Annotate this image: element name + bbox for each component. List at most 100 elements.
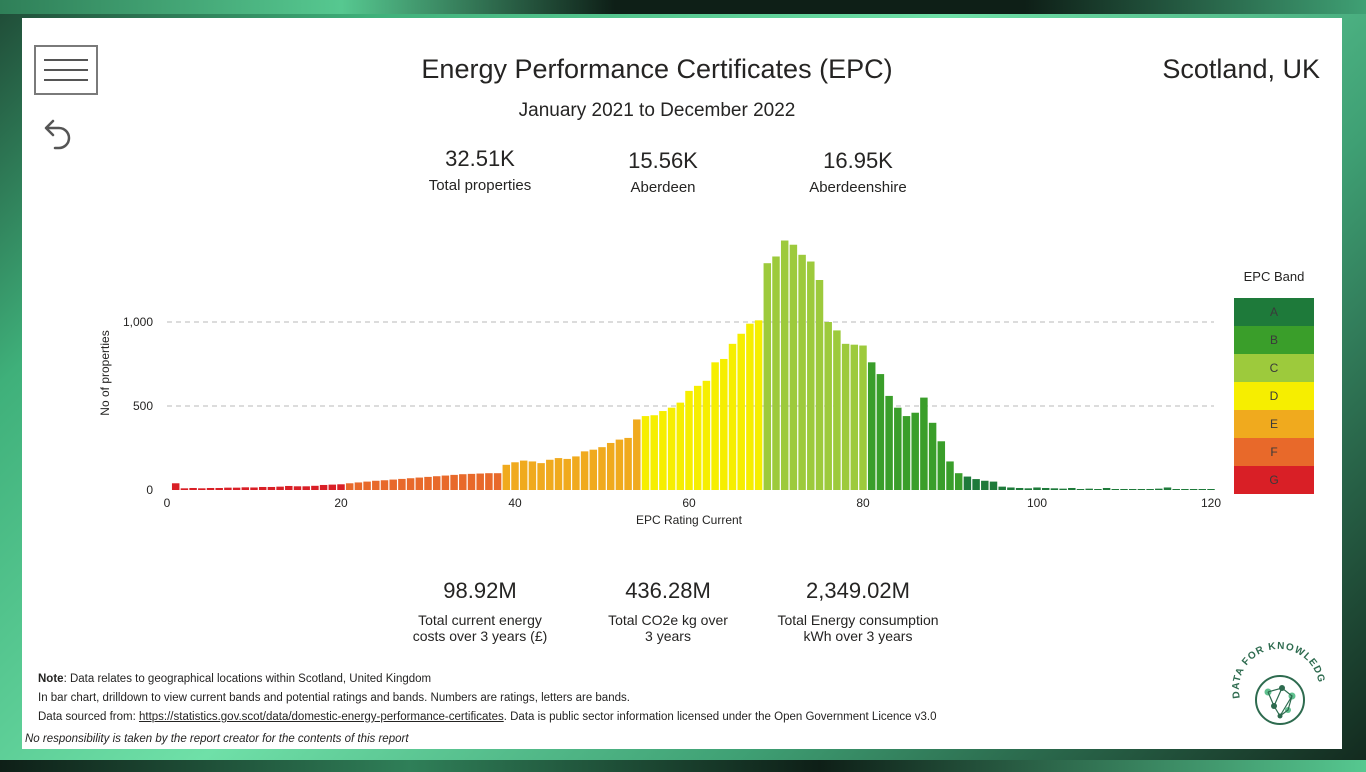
bar-rating-31[interactable]: [432, 476, 441, 490]
bar-rating-111[interactable]: [1128, 489, 1137, 490]
bar-rating-37[interactable]: [485, 473, 493, 490]
bar-rating-112[interactable]: [1137, 489, 1146, 490]
bar-rating-39[interactable]: [502, 464, 511, 490]
bar-rating-23[interactable]: [363, 481, 371, 490]
bar-rating-42[interactable]: [528, 461, 537, 490]
bar-rating-85[interactable]: [902, 416, 911, 490]
bar-rating-66[interactable]: [737, 333, 745, 490]
bar-rating-38[interactable]: [493, 473, 502, 490]
bar-rating-8[interactable]: [232, 487, 241, 490]
bar-rating-97[interactable]: [1007, 487, 1015, 490]
bar-rating-96[interactable]: [998, 486, 1006, 490]
legend-item-f[interactable]: F: [1234, 438, 1314, 466]
bar-rating-103[interactable]: [1059, 488, 1067, 490]
bar-rating-6[interactable]: [215, 487, 223, 490]
bar-rating-90[interactable]: [946, 461, 954, 490]
bar-rating-67[interactable]: [746, 323, 754, 490]
bar-rating-84[interactable]: [894, 407, 902, 490]
bar-rating-3[interactable]: [189, 487, 197, 490]
bar-rating-7[interactable]: [224, 487, 232, 490]
bar-rating-4[interactable]: [198, 488, 206, 490]
bar-rating-16[interactable]: [302, 486, 310, 490]
chart-bars[interactable]: [171, 240, 1215, 490]
bar-rating-5[interactable]: [206, 487, 215, 490]
bar-rating-19[interactable]: [328, 484, 337, 490]
bar-rating-72[interactable]: [789, 244, 798, 490]
bar-rating-102[interactable]: [1050, 488, 1059, 490]
legend-item-e[interactable]: E: [1234, 410, 1314, 438]
legend-item-c[interactable]: C: [1234, 354, 1314, 382]
bar-rating-55[interactable]: [641, 416, 650, 490]
bar-rating-60[interactable]: [685, 390, 693, 490]
bar-rating-68[interactable]: [754, 320, 763, 490]
back-button[interactable]: [38, 114, 78, 154]
bar-rating-33[interactable]: [450, 474, 458, 490]
bar-rating-45[interactable]: [554, 458, 563, 490]
bar-rating-40[interactable]: [511, 462, 519, 490]
bar-rating-118[interactable]: [1189, 489, 1198, 490]
bar-rating-52[interactable]: [615, 439, 624, 490]
bar-rating-63[interactable]: [711, 362, 719, 490]
bar-rating-80[interactable]: [859, 345, 867, 490]
bar-rating-35[interactable]: [467, 473, 476, 490]
data-source-link[interactable]: https://statistics.gov.scot/data/domesti…: [138, 711, 504, 723]
bar-rating-94[interactable]: [981, 480, 989, 490]
bar-rating-95[interactable]: [989, 481, 998, 490]
bar-rating-44[interactable]: [546, 459, 554, 490]
bar-rating-93[interactable]: [972, 479, 980, 490]
legend-item-a[interactable]: A: [1234, 298, 1314, 326]
bar-rating-22[interactable]: [354, 482, 363, 490]
bar-rating-59[interactable]: [676, 402, 685, 490]
bar-rating-57[interactable]: [659, 411, 667, 490]
bar-rating-46[interactable]: [563, 458, 571, 490]
bar-rating-86[interactable]: [911, 412, 919, 490]
bar-rating-41[interactable]: [519, 460, 528, 490]
bar-rating-34[interactable]: [459, 474, 467, 490]
bar-rating-117[interactable]: [1181, 489, 1189, 490]
bar-rating-20[interactable]: [337, 484, 345, 490]
bar-rating-74[interactable]: [807, 261, 815, 490]
bar-rating-61[interactable]: [693, 385, 702, 490]
bar-rating-64[interactable]: [720, 358, 728, 490]
bar-rating-36[interactable]: [476, 473, 484, 490]
bar-rating-100[interactable]: [1033, 487, 1041, 490]
bar-rating-87[interactable]: [920, 397, 928, 490]
bar-rating-89[interactable]: [937, 441, 946, 490]
bar-rating-109[interactable]: [1111, 489, 1120, 490]
legend-item-b[interactable]: B: [1234, 326, 1314, 354]
bar-rating-119[interactable]: [1198, 489, 1207, 490]
legend-item-g[interactable]: G: [1234, 466, 1314, 494]
bar-rating-47[interactable]: [572, 456, 580, 490]
bar-rating-110[interactable]: [1120, 488, 1128, 490]
bar-rating-91[interactable]: [954, 473, 963, 490]
bar-rating-2[interactable]: [180, 488, 189, 490]
bar-rating-13[interactable]: [276, 486, 284, 490]
bar-rating-98[interactable]: [1015, 487, 1024, 490]
bar-rating-53[interactable]: [624, 437, 632, 490]
bar-rating-43[interactable]: [537, 463, 545, 490]
bar-rating-105[interactable]: [1076, 488, 1085, 490]
bar-rating-114[interactable]: [1155, 488, 1163, 490]
bar-rating-24[interactable]: [372, 480, 380, 490]
bar-rating-28[interactable]: [406, 478, 415, 490]
bar-rating-99[interactable]: [1024, 488, 1033, 490]
bar-rating-106[interactable]: [1085, 488, 1093, 490]
bar-rating-21[interactable]: [345, 483, 354, 490]
bar-rating-104[interactable]: [1068, 487, 1076, 490]
bar-rating-83[interactable]: [885, 395, 893, 490]
bar-rating-51[interactable]: [606, 442, 615, 490]
legend-item-d[interactable]: D: [1234, 382, 1314, 410]
bar-rating-25[interactable]: [380, 480, 389, 490]
bar-rating-49[interactable]: [589, 449, 598, 490]
bar-rating-79[interactable]: [850, 344, 859, 490]
bar-rating-77[interactable]: [833, 330, 841, 490]
bar-rating-10[interactable]: [250, 487, 258, 490]
bar-rating-120[interactable]: [1207, 489, 1215, 490]
bar-rating-11[interactable]: [258, 486, 267, 490]
bar-rating-58[interactable]: [667, 407, 676, 490]
bar-rating-17[interactable]: [311, 485, 319, 490]
epc-rating-bar-chart[interactable]: 0 20 40 60 80 100 120 0 500 1,000 EPC Rating Cur…: [22, 18, 1342, 538]
bar-rating-107[interactable]: [1094, 489, 1102, 490]
bar-rating-76[interactable]: [824, 322, 832, 490]
bar-rating-14[interactable]: [285, 485, 293, 490]
